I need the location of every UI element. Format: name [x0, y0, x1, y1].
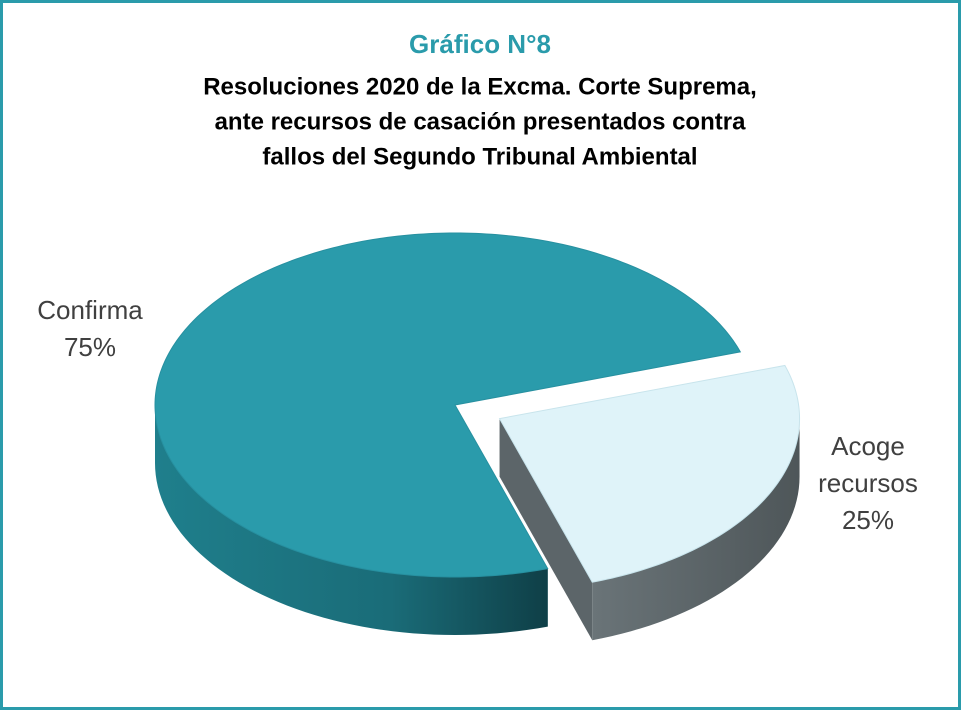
- value-label: 75%: [63, 332, 117, 362]
- data-label: Confirma 75%: [20, 292, 160, 366]
- chart-subtitle: ante recursos de casación presentados co…: [215, 108, 747, 135]
- category-label: Confirma: [37, 295, 143, 325]
- chart-title: Gráfico N°8: [409, 29, 551, 59]
- chart-subtitle: Resoluciones 2020 de la Excma. Corte Sup…: [203, 73, 757, 100]
- value-label: 25%: [841, 505, 895, 535]
- slice-wall: [499, 418, 593, 641]
- data-label: Acoge recursos 25%: [798, 428, 938, 539]
- slice-side: [592, 418, 800, 641]
- slice: [154, 232, 742, 578]
- slice: [498, 364, 801, 583]
- chart-subtitle: fallos del Segundo Tribunal Ambiental: [262, 143, 697, 170]
- category-label: Acoge recursos: [818, 431, 918, 498]
- slice-side: [155, 405, 548, 635]
